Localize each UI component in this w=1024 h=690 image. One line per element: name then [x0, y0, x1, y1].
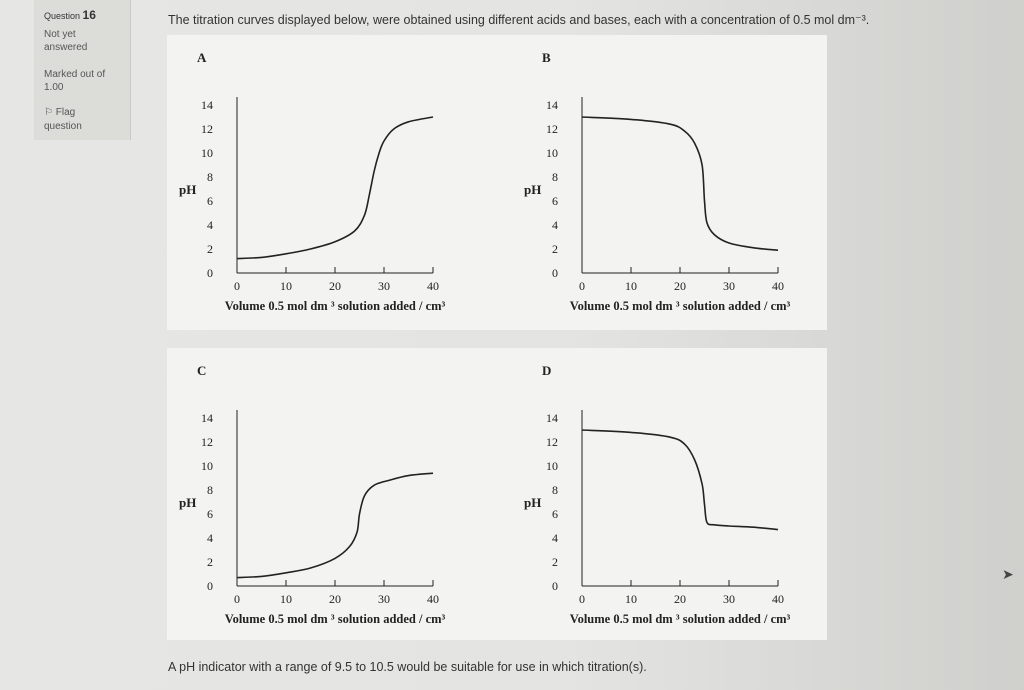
x-tick-label: 40 — [772, 592, 784, 606]
y-tick-label: 4 — [552, 218, 558, 232]
y-tick-label: 12 — [201, 122, 213, 136]
flag-question-link[interactable]: ⚐ Flag question — [44, 106, 128, 134]
y-tick-label: 6 — [552, 507, 558, 521]
y-tick-label: 14 — [546, 411, 558, 425]
y-tick-label: 14 — [201, 411, 213, 425]
x-axis-label: Volume 0.5 mol dm ³ solution added / cm³ — [225, 612, 446, 626]
x-tick-label: 0 — [234, 279, 240, 293]
x-tick-label: 30 — [723, 592, 735, 606]
charts-row-top: A 14 12 10 8 6 4 2 0 0 10 20 30 40 pH Volume 0.5 mol dm… — [167, 35, 827, 330]
mouse-cursor-icon: ➤ — [1002, 566, 1014, 582]
y-tick-label: 2 — [552, 555, 558, 569]
x-tick-label: 10 — [280, 592, 292, 606]
y-tick-label: 6 — [207, 194, 213, 208]
y-tick-label: 8 — [207, 170, 213, 184]
y-tick-label: 14 — [201, 98, 213, 112]
question-status: Not yet answered — [44, 28, 124, 54]
panel-label-D: D — [542, 363, 551, 378]
x-axis-label: Volume 0.5 mol dm ³ solution added / cm³ — [570, 299, 791, 313]
y-tick-label: 6 — [552, 194, 558, 208]
x-tick-label: 40 — [772, 279, 784, 293]
y-axis-label: pH — [524, 495, 541, 510]
y-tick-label: 8 — [552, 170, 558, 184]
flag-icon: ⚐ — [44, 107, 53, 118]
titration-curve-D — [581, 429, 779, 531]
x-tick-label: 30 — [378, 592, 390, 606]
y-tick-label: 0 — [552, 266, 558, 280]
x-tick-label: 30 — [378, 279, 390, 293]
x-axis-label: Volume 0.5 mol dm ³ solution added / cm³ — [570, 612, 791, 626]
y-tick-label: 10 — [546, 459, 558, 473]
question-prefix: Question — [44, 11, 81, 21]
question-number: Question 16 — [44, 8, 96, 22]
y-tick-label: 10 — [201, 459, 213, 473]
marked-line-1: Marked out of — [44, 69, 106, 80]
x-tick-label: 20 — [329, 592, 341, 606]
titration-curve-A — [236, 116, 434, 260]
y-tick-label: 12 — [546, 435, 558, 449]
panel-label-B: B — [542, 50, 551, 65]
x-tick-label: 0 — [579, 592, 585, 606]
question-text: The titration curves displayed below, we… — [168, 13, 870, 27]
y-axis-label: pH — [179, 182, 196, 197]
x-tick-label: 40 — [427, 279, 439, 293]
y-tick-label: 2 — [207, 242, 213, 256]
y-tick-label: 14 — [546, 98, 558, 112]
charts-row-bottom: C 14 12 10 8 6 4 2 0 0 10 20 30 40 pH Volume 0.5 mol dm… — [167, 348, 827, 640]
x-tick-label: 10 — [625, 592, 637, 606]
x-tick-label: 20 — [329, 279, 341, 293]
x-tick-label: 40 — [427, 592, 439, 606]
y-tick-label: 0 — [552, 579, 558, 593]
x-tick-label: 0 — [234, 592, 240, 606]
y-tick-label: 10 — [201, 146, 213, 160]
y-tick-label: 10 — [546, 146, 558, 160]
y-tick-label: 2 — [552, 242, 558, 256]
y-tick-label: 2 — [207, 555, 213, 569]
titration-curve-B — [581, 116, 779, 251]
marked-line-2: 1.00 — [44, 82, 64, 93]
x-axis-label: Volume 0.5 mol dm ³ solution added / cm³ — [225, 299, 446, 313]
y-axis-label: pH — [524, 182, 541, 197]
flag-label-2: question — [44, 121, 82, 132]
y-tick-label: 8 — [552, 483, 558, 497]
x-tick-label: 0 — [579, 279, 585, 293]
titration-curve-C — [236, 472, 434, 579]
y-tick-label: 12 — [201, 435, 213, 449]
y-axis-label: pH — [179, 495, 196, 510]
question-marks: Marked out of 1.00 — [44, 68, 128, 94]
question-footer-text: A pH indicator with a range of 9.5 to 10… — [168, 660, 647, 674]
x-tick-label: 20 — [674, 279, 686, 293]
y-tick-label: 4 — [552, 531, 558, 545]
x-tick-label: 30 — [723, 279, 735, 293]
y-tick-label: 0 — [207, 266, 213, 280]
x-tick-label: 10 — [280, 279, 292, 293]
panel-label-C: C — [197, 363, 206, 378]
status-line-2: answered — [44, 42, 88, 53]
status-line-1: Not yet — [44, 29, 76, 40]
y-tick-label: 4 — [207, 218, 213, 232]
y-tick-label: 4 — [207, 531, 213, 545]
y-tick-label: 12 — [546, 122, 558, 136]
y-tick-label: 6 — [207, 507, 213, 521]
x-tick-label: 20 — [674, 592, 686, 606]
question-info-panel: Question 16 Not yet answered Marked out … — [34, 0, 131, 140]
panel-label-A: A — [197, 50, 207, 65]
x-tick-label: 10 — [625, 279, 637, 293]
y-tick-label: 8 — [207, 483, 213, 497]
question-number-value: 16 — [82, 8, 96, 22]
y-tick-label: 0 — [207, 579, 213, 593]
flag-label: Flag — [55, 107, 76, 118]
